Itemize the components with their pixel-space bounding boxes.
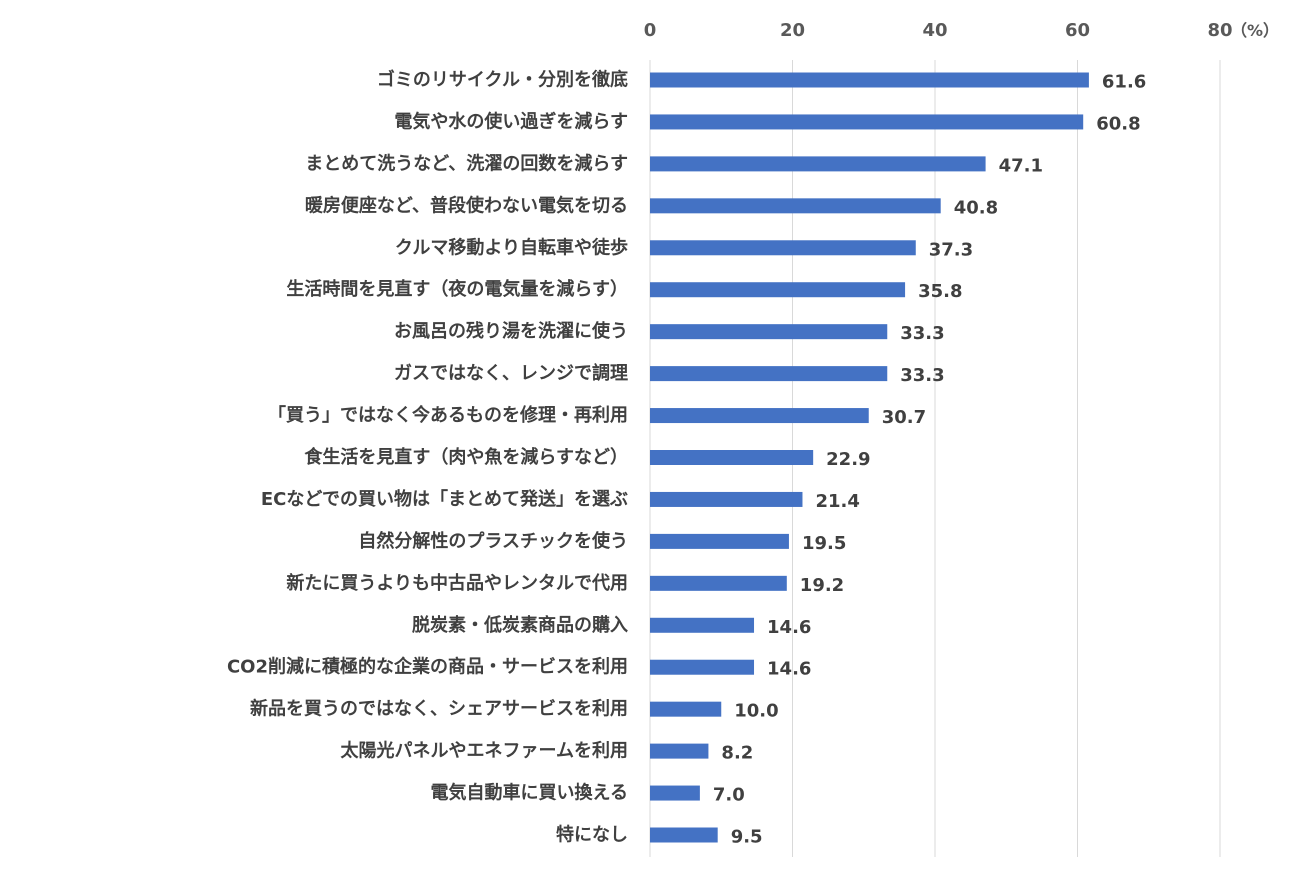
value-label: 37.3: [929, 239, 973, 260]
value-label: 33.3: [900, 323, 944, 344]
bar: [650, 240, 916, 256]
value-label: 14.6: [767, 659, 811, 680]
category-label: CO2削減に積極的な企業の商品・サービスを利用: [227, 656, 628, 678]
bars: [650, 72, 1089, 843]
bar: [650, 324, 888, 340]
bar: [650, 491, 803, 507]
value-label: 9.5: [731, 827, 763, 848]
bar: [650, 72, 1089, 88]
value-labels: 61.6 60.8 47.140.8 37.3 35.8 33.3 33.3 30.7 22.9…: [713, 72, 1146, 848]
value-label: 30.7: [882, 407, 926, 428]
value-label: 8.2: [721, 743, 753, 764]
value-label: 19.5: [802, 533, 846, 554]
bar: [650, 743, 709, 759]
category-label: 新たに買うよりも中古品やレンタルで代用: [286, 572, 628, 594]
x-tick-label: 0: [644, 20, 657, 41]
value-label: 10.0: [734, 701, 778, 722]
value-label: 7.0: [713, 785, 745, 806]
bar: [650, 617, 755, 633]
bar: [650, 282, 906, 298]
category-labels: ゴミのリサイクル・分別を徹底電気や水の使い過ぎを減らすまとめて洗うなど、洗濯の回…: [227, 69, 628, 846]
bar: [650, 827, 718, 843]
bar: [650, 198, 941, 214]
bar: [650, 366, 888, 382]
value-label: 61.6: [1102, 72, 1146, 93]
category-label: 脱炭素・低炭素商品の購入: [412, 614, 628, 636]
bar: [650, 659, 755, 675]
bar: [650, 156, 986, 172]
unit-label: （%）: [1231, 21, 1279, 40]
category-label: 暖房便座など、普段使わない電気を切る: [305, 194, 628, 216]
value-label: 14.6: [767, 617, 811, 638]
x-tick-label: 40: [922, 20, 947, 41]
category-label: 食生活を見直す（肉や魚を減らすなど）: [303, 446, 628, 468]
category-label: 「買う」ではなく今あるものを修理・再利用: [268, 404, 628, 426]
category-label: 特になし: [556, 824, 628, 846]
category-label: ゴミのリサイクル・分別を徹底: [377, 69, 628, 91]
value-label: 47.1: [999, 155, 1043, 176]
value-label: 60.8: [1096, 113, 1140, 134]
category-label: 新品を買うのではなく、シェアサービスを利用: [250, 698, 628, 720]
gridlines: [649, 60, 1221, 857]
bar: [650, 701, 722, 717]
value-label: 19.2: [800, 575, 844, 596]
category-label: 電気自動車に買い換える: [431, 782, 628, 804]
value-label: 35.8: [918, 281, 962, 302]
bar: [650, 408, 869, 424]
category-label: 自然分解性のプラスチックを使う: [358, 530, 628, 552]
value-label: 40.8: [954, 197, 998, 218]
x-tick-label: 80: [1207, 20, 1232, 41]
x-tick-label: 20: [780, 20, 805, 41]
category-label: お風呂の残り湯を洗濯に使う: [394, 320, 628, 342]
value-label: 22.9: [826, 449, 870, 470]
bar: [650, 533, 789, 549]
x-tick-label: 60: [1065, 20, 1090, 41]
category-label: ガスではなく、レンジで調理: [394, 362, 628, 384]
category-label: ECなどでの買い物は「まとめて発送」を選ぶ: [261, 488, 628, 510]
bar: [650, 450, 814, 465]
x-axis-ticks: 0 20 40 60 80: [644, 20, 1233, 41]
category-label: 生活時間を見直す（夜の電気量を減らす）: [286, 278, 628, 300]
value-label: 21.4: [815, 491, 859, 512]
category-label: 太陽光パネルやエネファームを利用: [341, 740, 628, 762]
category-label: 電気や水の使い過ぎを減らす: [394, 110, 628, 132]
bar: [650, 575, 787, 591]
bar: [650, 785, 700, 801]
category-label: クルマ移動より自転車や徒歩: [395, 236, 628, 258]
bar: [650, 114, 1084, 130]
category-label: まとめて洗うなど、洗濯の回数を減らす: [305, 152, 628, 174]
value-label: 33.3: [900, 365, 944, 386]
